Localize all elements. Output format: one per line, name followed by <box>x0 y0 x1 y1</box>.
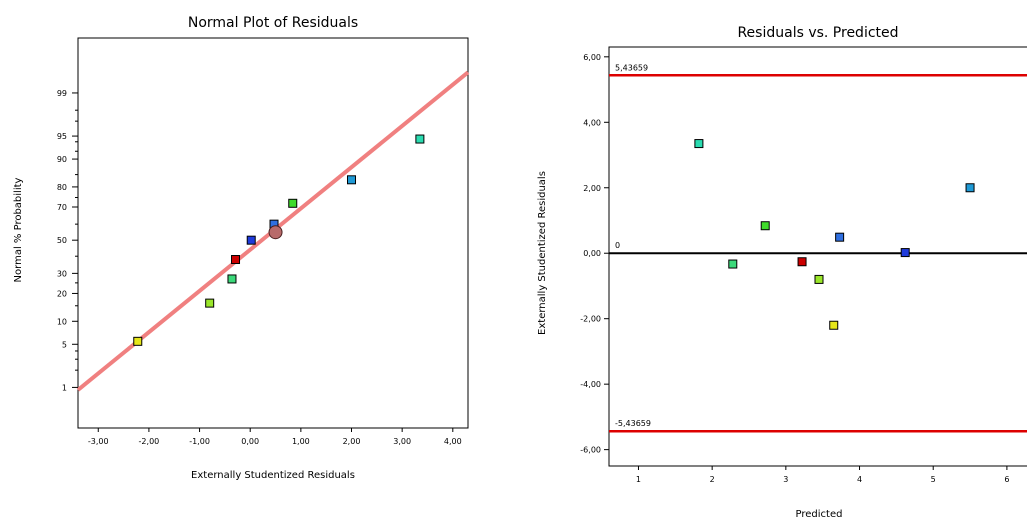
normal-plot-point <box>231 255 241 265</box>
normal-plot-title: Normal Plot of Residuals <box>188 15 358 31</box>
residuals-vs-predicted-x-tick-label: 4 <box>857 475 862 484</box>
residuals-vs-predicted-x-tick-label: 3 <box>783 475 788 484</box>
residuals-vs-predicted-point <box>760 221 770 231</box>
normal-plot-point <box>227 274 237 284</box>
normal-plot-x-tick-label: 3,00 <box>393 437 411 446</box>
residuals-vs-predicted-points <box>694 139 975 330</box>
normal-plot-y-tick-label: 50 <box>57 236 67 245</box>
residuals-vs-predicted-y-tick-label: 6,00 <box>583 53 601 62</box>
residuals-vs-predicted-x-tick-label: 1 <box>636 475 641 484</box>
normal-plot-y-tick-label: 10 <box>57 317 67 326</box>
residuals-vs-predicted-point <box>835 232 845 242</box>
residuals-vs-predicted-point <box>814 274 824 284</box>
residuals-vs-predicted-y-tick-label: 0,00 <box>583 249 601 258</box>
normal-plot-point <box>347 175 357 185</box>
residuals-vs-predicted-limit-lines: 5,43659 0 -5,43659 <box>609 63 1027 433</box>
residuals-vs-predicted-y-tick-label: -2,00 <box>580 315 601 324</box>
normal-plot-y-tick-label: 20 <box>57 289 67 298</box>
normal-plot-ticks: -3,00 -2,00 -1,00 0,00 1,00 2,00 3,00 4,00 1 5 10 2… <box>57 89 462 446</box>
residuals-vs-predicted-x-tick-label: 2 <box>710 475 715 484</box>
normal-plot-point <box>288 198 298 208</box>
normal-plot-x-tick-label: -2,00 <box>139 437 160 446</box>
normal-plot-x-axis-label: Externally Studentized Residuals <box>191 470 355 481</box>
residuals-vs-predicted-point <box>694 139 704 149</box>
residuals-vs-predicted-y-tick-label: 4,00 <box>583 118 601 127</box>
residuals-vs-predicted-y-tick-label: -6,00 <box>580 446 601 455</box>
normal-plot-y-tick-label: 1 <box>62 383 67 392</box>
residuals-vs-predicted-chart: Residuals vs. Predicted Predicted Extern… <box>537 25 1027 520</box>
residuals-vs-predicted-x-axis-label: Predicted <box>796 509 843 520</box>
residuals-vs-predicted-point <box>797 257 807 267</box>
residuals-vs-predicted-reference-line-label: 5,43659 <box>615 63 648 72</box>
residuals-vs-predicted-x-tick-label: 5 <box>931 475 936 484</box>
normal-plot-x-tick-label: 1,00 <box>292 437 310 446</box>
normal-plot-frame <box>77 37 469 429</box>
normal-plot-x-tick-label: -3,00 <box>88 437 109 446</box>
residuals-vs-predicted-y-tick-label: 2,00 <box>583 184 601 193</box>
residuals-vs-predicted-title: Residuals vs. Predicted <box>737 25 898 41</box>
residuals-vs-predicted-reference-line-label: 0 <box>615 241 620 250</box>
normal-plot-point <box>133 336 143 346</box>
residuals-vs-predicted-point <box>829 320 839 330</box>
normal-plot-y-tick-label: 5 <box>62 340 67 349</box>
normal-plot-x-tick-label: -1,00 <box>189 437 210 446</box>
residuals-vs-predicted-y-tick-label: -4,00 <box>580 380 601 389</box>
normal-plot-points <box>133 134 425 346</box>
normal-plot-point <box>246 235 256 245</box>
normal-plot-highlight-point <box>268 225 283 240</box>
residuals-vs-predicted-point <box>965 183 975 193</box>
residuals-vs-predicted-ticks: 1 2 3 4 5 6 -6,00 -4,00 -2,00 0,00 2,00 4,00 6,00 <box>580 53 1009 484</box>
residuals-vs-predicted-x-tick-label: 6 <box>1004 475 1009 484</box>
normal-plot-y-tick-label: 99 <box>57 89 67 98</box>
normal-plot-y-axis-label: Normal % Probability <box>13 177 24 282</box>
residuals-vs-predicted-point <box>900 248 910 258</box>
normal-plot-y-tick-label: 70 <box>57 203 67 212</box>
normal-plot-point <box>205 298 215 308</box>
normal-plot-y-tick-label: 90 <box>57 155 67 164</box>
normal-plot-x-tick-label: 0,00 <box>241 437 259 446</box>
residuals-vs-predicted-y-axis-label: Externally Studentized Residuals <box>537 171 548 335</box>
normal-plot-y-tick-label: 95 <box>57 132 67 141</box>
normal-plot-x-tick-label: 4,00 <box>444 437 462 446</box>
normal-plot-point <box>415 134 425 144</box>
residuals-vs-predicted-reference-line-label: -5,43659 <box>615 419 651 428</box>
residuals-vs-predicted-point <box>728 259 738 269</box>
normal-plot-y-tick-label: 30 <box>57 269 67 278</box>
residuals-vs-predicted-frame <box>608 46 1027 467</box>
normal-plot-x-tick-label: 2,00 <box>343 437 361 446</box>
normal-plot-chart: Normal Plot of Residuals Externally Stud… <box>13 15 470 481</box>
normal-plot-y-tick-label: 80 <box>57 183 67 192</box>
